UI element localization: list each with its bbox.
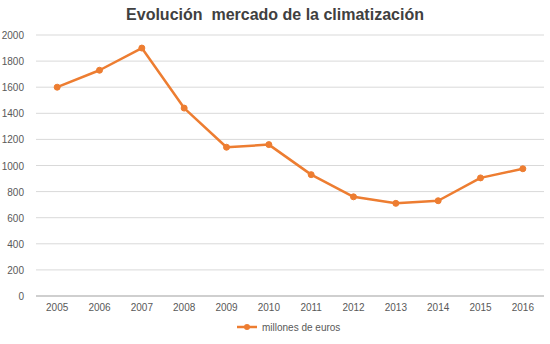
grid-line — [36, 87, 544, 88]
x-tick-label: 2014 — [427, 302, 450, 313]
series-line — [57, 48, 523, 203]
x-tick-label: 2006 — [88, 302, 111, 313]
point — [308, 172, 314, 178]
grid-line — [36, 113, 544, 114]
grid-line — [36, 269, 544, 270]
point — [266, 142, 272, 148]
y-tick-label: 1600 — [2, 82, 25, 93]
title: Evolución mercado de la climatización — [126, 6, 424, 23]
x-tick-label: 2008 — [173, 302, 196, 313]
point — [224, 144, 230, 150]
point — [181, 105, 187, 111]
x-tick-label: 2005 — [46, 302, 69, 313]
x-tick-label: 2012 — [342, 302, 365, 313]
grid-line — [36, 139, 544, 140]
x-tick-label: 2010 — [258, 302, 281, 313]
x-tick-label: 2011 — [300, 302, 322, 313]
x-tick-label: 2007 — [131, 302, 154, 313]
y-tick-label: 400 — [7, 239, 24, 250]
point — [435, 198, 441, 204]
legend-label: millones de euros — [262, 322, 340, 333]
x-axis-line — [36, 296, 544, 297]
legend-marker — [244, 324, 250, 330]
grid-line — [36, 61, 544, 62]
grid-line — [36, 191, 544, 192]
chart: Evolución mercado de la climatización 0 20… — [0, 0, 550, 344]
chart-container: Evolución mercado de la climatización 0 20… — [0, 0, 550, 344]
grid-line — [36, 296, 544, 297]
y-tick-label: 600 — [7, 213, 24, 224]
point — [478, 175, 484, 181]
y-tick-label: 0 — [18, 291, 24, 302]
point — [393, 200, 399, 206]
y-tick-label: 1200 — [2, 134, 25, 145]
grid-line — [36, 165, 544, 166]
x-tick-label: 2015 — [469, 302, 492, 313]
y-tick-label: 1000 — [2, 161, 25, 172]
y-tick-label: 200 — [7, 265, 24, 276]
point — [520, 166, 526, 172]
y-tick-label: 1400 — [2, 108, 25, 119]
plot-area — [54, 45, 526, 206]
x-tick-label: 2009 — [215, 302, 238, 313]
y-tick-label: 2000 — [2, 30, 25, 41]
grid-line — [36, 217, 544, 218]
y-tick-label: 800 — [7, 187, 24, 198]
x-tick-label: 2016 — [512, 302, 535, 313]
point — [351, 194, 357, 200]
legend: millones de euros — [237, 322, 340, 333]
y-tick-label: 1800 — [2, 56, 25, 67]
point — [139, 45, 145, 51]
x-tick-label: 2013 — [385, 302, 408, 313]
point — [54, 84, 60, 90]
grid-line — [36, 243, 544, 244]
grid-line — [36, 35, 544, 36]
point — [97, 67, 103, 73]
